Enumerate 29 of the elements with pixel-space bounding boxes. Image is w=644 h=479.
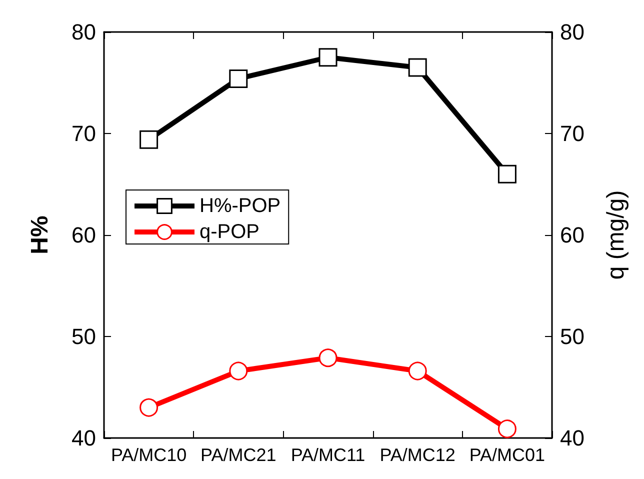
point <box>229 362 248 380</box>
x-tick-label: PA/MC21 <box>200 445 276 465</box>
point <box>318 48 338 67</box>
point <box>229 69 248 88</box>
point <box>408 362 427 380</box>
point <box>140 130 158 149</box>
point <box>318 348 338 368</box>
x-tick-label: PA/MC10 <box>110 445 187 465</box>
y2-axis-title: q (mg/g) <box>602 190 630 280</box>
y2-tick-label: 40 <box>560 426 584 450</box>
y-tick-label: 40 <box>72 426 96 450</box>
point <box>498 164 516 184</box>
y-tick-label: 60 <box>72 222 96 248</box>
x-tick-label: PA/MC11 <box>290 445 366 465</box>
y-tick-label: 70 <box>72 121 96 146</box>
y2-tick-label: 80 <box>560 20 584 44</box>
legend-label: H%-POP <box>200 195 281 217</box>
y-tick-label: 80 <box>72 20 96 44</box>
y2-tick-label: 60 <box>560 222 584 248</box>
x-tick-label: PA/MC12 <box>380 445 456 465</box>
point <box>498 420 516 438</box>
y2-tick-label: 70 <box>560 121 584 146</box>
point <box>140 398 158 417</box>
legend-label: q-POP <box>200 221 260 243</box>
y-tick-label: 50 <box>72 324 96 349</box>
y2-tick-label: 50 <box>560 324 584 349</box>
point <box>408 58 427 77</box>
y-axis-title: H% <box>26 216 54 254</box>
x-tick-label: PA/MC01 <box>469 445 546 465</box>
